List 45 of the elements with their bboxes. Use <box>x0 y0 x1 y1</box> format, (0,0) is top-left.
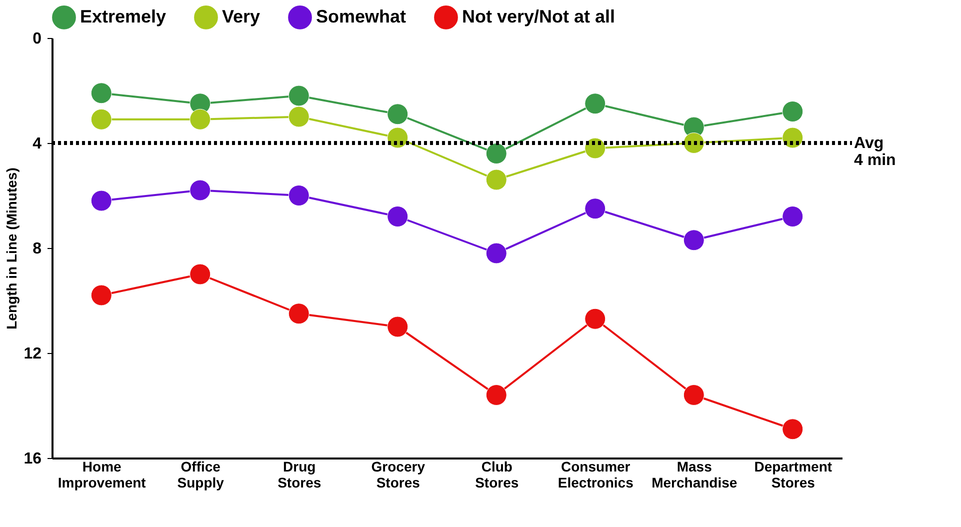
y-axis-title: Length in Line (Minutes) <box>4 168 20 330</box>
legend-label: Not very/Not at all <box>462 6 616 26</box>
point <box>288 85 310 106</box>
point <box>288 106 310 128</box>
y-tick-label: 8 <box>32 240 42 258</box>
point <box>387 316 408 338</box>
point <box>486 169 507 190</box>
point <box>190 180 211 201</box>
ref-line-label: Avg 4 min <box>854 135 896 169</box>
y-tick-label: 4 <box>32 136 42 152</box>
x-tick-label: Club Stores <box>475 458 519 490</box>
point <box>288 185 310 206</box>
point <box>288 303 310 324</box>
point <box>90 108 112 130</box>
point <box>486 143 507 164</box>
x-tick-label: Grocery Stores <box>371 458 426 490</box>
point <box>387 104 408 125</box>
point <box>683 384 704 406</box>
point <box>90 284 112 306</box>
x-tick-label: Department Stores <box>754 458 832 490</box>
x-tick-label: Consumer Electronics <box>558 458 634 490</box>
point <box>782 418 804 440</box>
x-tick-label: Home Improvement <box>58 458 146 490</box>
legend-label: Somewhat <box>316 6 406 26</box>
point <box>190 108 211 130</box>
point <box>486 242 507 264</box>
point <box>584 308 606 330</box>
x-tick-label: Drug Stores <box>278 458 322 490</box>
point <box>584 93 606 114</box>
point <box>683 230 704 251</box>
legend-label: Very <box>222 6 260 26</box>
point <box>486 384 507 406</box>
point <box>190 264 211 285</box>
point <box>782 101 804 122</box>
point <box>90 190 112 212</box>
point <box>782 206 804 227</box>
point <box>584 198 606 220</box>
point <box>90 82 112 104</box>
y-tick-label: 0 <box>32 30 42 48</box>
point <box>387 206 408 227</box>
x-tick-label: Mass Merchandise <box>652 458 738 490</box>
y-tick-label: 16 <box>24 450 42 468</box>
y-tick-label: 12 <box>24 346 42 362</box>
x-tick-label: Office Supply <box>177 458 224 490</box>
legend-label: Extremely <box>80 6 166 26</box>
